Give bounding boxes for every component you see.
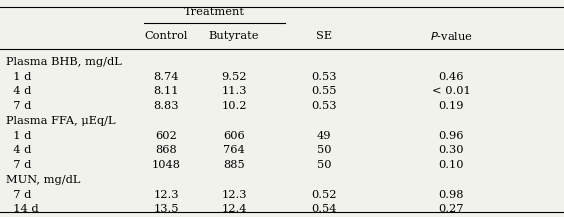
Text: 8.74: 8.74 xyxy=(153,72,179,82)
Text: 12.3: 12.3 xyxy=(221,190,247,200)
Text: 1 d: 1 d xyxy=(6,72,31,82)
Text: 0.53: 0.53 xyxy=(311,101,337,111)
Text: 7 d: 7 d xyxy=(6,190,31,200)
Text: 7 d: 7 d xyxy=(6,101,31,111)
Text: 1 d: 1 d xyxy=(6,131,31,141)
Text: 14 d: 14 d xyxy=(6,204,38,214)
Text: 0.10: 0.10 xyxy=(438,160,464,170)
Text: 0.52: 0.52 xyxy=(311,190,337,200)
Text: 4 d: 4 d xyxy=(6,145,31,155)
Text: 0.30: 0.30 xyxy=(438,145,464,155)
Text: 606: 606 xyxy=(223,131,245,141)
Text: 1048: 1048 xyxy=(152,160,181,170)
Text: 11.3: 11.3 xyxy=(221,86,247,96)
Text: 13.5: 13.5 xyxy=(153,204,179,214)
Text: $\mathit{P}$-value: $\mathit{P}$-value xyxy=(430,30,473,42)
Text: MUN, mg/dL: MUN, mg/dL xyxy=(6,175,80,185)
Text: 8.11: 8.11 xyxy=(153,86,179,96)
Text: 0.54: 0.54 xyxy=(311,204,337,214)
Text: 0.27: 0.27 xyxy=(438,204,464,214)
Text: 602: 602 xyxy=(156,131,177,141)
Text: 4 d: 4 d xyxy=(6,86,31,96)
Text: 12.3: 12.3 xyxy=(153,190,179,200)
Text: Plasma BHB, mg/dL: Plasma BHB, mg/dL xyxy=(6,57,121,67)
Text: 0.53: 0.53 xyxy=(311,72,337,82)
Text: < 0.01: < 0.01 xyxy=(432,86,470,96)
Text: 0.55: 0.55 xyxy=(311,86,337,96)
Text: Control: Control xyxy=(145,31,188,41)
Text: 885: 885 xyxy=(223,160,245,170)
Text: 12.4: 12.4 xyxy=(221,204,247,214)
Text: 10.2: 10.2 xyxy=(221,101,247,111)
Text: 7 d: 7 d xyxy=(6,160,31,170)
Text: 868: 868 xyxy=(156,145,177,155)
Text: SE: SE xyxy=(316,31,332,41)
Text: Butyrate: Butyrate xyxy=(209,31,259,41)
Text: 49: 49 xyxy=(317,131,332,141)
Text: Treatment: Treatment xyxy=(184,7,245,18)
Text: 8.83: 8.83 xyxy=(153,101,179,111)
Text: 0.98: 0.98 xyxy=(438,190,464,200)
Text: Plasma FFA, μEq/L: Plasma FFA, μEq/L xyxy=(6,116,115,126)
Text: 0.96: 0.96 xyxy=(438,131,464,141)
Text: 0.19: 0.19 xyxy=(438,101,464,111)
Text: 764: 764 xyxy=(223,145,245,155)
Text: 9.52: 9.52 xyxy=(221,72,247,82)
Text: 50: 50 xyxy=(317,145,332,155)
Text: 50: 50 xyxy=(317,160,332,170)
Text: 0.46: 0.46 xyxy=(438,72,464,82)
